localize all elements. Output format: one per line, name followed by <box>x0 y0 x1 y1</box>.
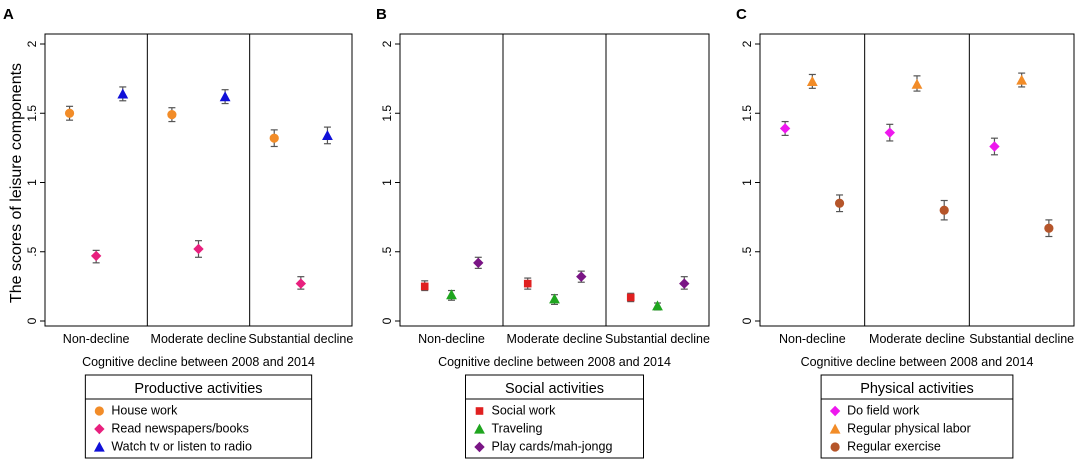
legend-label: House work <box>111 403 178 417</box>
data-point <box>1044 223 1054 233</box>
y-tick-label: 0 <box>380 317 394 324</box>
y-tick-label: 1 <box>25 179 39 186</box>
data-point <box>884 127 895 138</box>
legend-label: Regular physical labor <box>847 421 971 435</box>
legend-title: Physical activities <box>860 381 974 397</box>
panel-letter: B <box>376 6 387 23</box>
x-axis-title: Cognitive decline between 2008 and 2014 <box>801 355 1034 369</box>
y-tick-label: 0 <box>740 317 754 324</box>
data-point <box>269 133 279 143</box>
legend-marker <box>829 405 841 417</box>
legend-label: Regular exercise <box>847 439 941 453</box>
y-tick-label: 2 <box>740 40 754 47</box>
legend-marker <box>474 423 485 434</box>
y-tick-label: 2 <box>380 40 394 47</box>
data-point <box>779 123 791 134</box>
category-label: Non-decline <box>418 332 485 346</box>
x-axis-title: Cognitive decline between 2008 and 2014 <box>438 355 671 369</box>
y-tick-label: 1.5 <box>380 105 394 122</box>
legend-box <box>84 374 313 459</box>
legend-label: Social work <box>492 403 557 417</box>
category-label: Non-decline <box>63 332 130 346</box>
legend-title: Social activities <box>505 381 604 397</box>
category-label: Non-decline <box>779 332 846 346</box>
data-point <box>989 141 1000 152</box>
plot-frame <box>44 33 353 327</box>
legend-label: Traveling <box>492 421 543 435</box>
data-point <box>679 278 690 289</box>
y-tick-label: 1 <box>740 179 754 186</box>
y-axis-title: The scores of leisure components <box>8 63 25 303</box>
data-point <box>549 293 560 304</box>
panel-letter: C <box>736 6 747 23</box>
data-point <box>1016 74 1028 85</box>
legend: Physical activities Do field work Regular … <box>820 374 1014 459</box>
category-label: Moderate decline <box>151 332 247 346</box>
y-tick-label: 2 <box>25 40 39 47</box>
legend-marker <box>475 407 484 415</box>
plot-frame <box>399 33 710 327</box>
y-tick-label: .5 <box>380 246 394 256</box>
data-point <box>219 91 231 102</box>
category-label: Moderate decline <box>869 332 965 346</box>
legend-marker <box>94 423 105 435</box>
data-point <box>806 75 818 86</box>
category-label: Substantial decline <box>605 332 710 346</box>
legend-marker <box>94 406 104 416</box>
legend-marker <box>474 441 485 453</box>
y-tick-label: 1.5 <box>740 105 754 122</box>
data-point <box>626 293 635 302</box>
y-tick-label: 1 <box>380 179 394 186</box>
data-point <box>576 271 587 282</box>
legend: Social activities Social work Traveling Pla… <box>465 374 644 459</box>
data-point <box>446 289 457 300</box>
data-point <box>90 250 102 262</box>
legend-label: Do field work <box>847 403 920 417</box>
data-point <box>117 88 129 99</box>
legend-marker <box>93 441 105 452</box>
category-label: Substantial decline <box>248 332 353 346</box>
panel-letter: A <box>3 6 14 23</box>
y-tick-label: 0 <box>25 317 39 324</box>
legend-title: Productive activities <box>134 381 262 397</box>
panel-a: A 0 .5 1 1.5 2 Non-decline Moderate decline Subs… <box>3 6 353 459</box>
data-point <box>834 198 845 208</box>
legend-label: Play cards/mah-jongg <box>492 439 613 453</box>
legend-label: Read newspapers/books <box>111 421 249 435</box>
data-point <box>167 110 177 120</box>
legend: Productive activities House work Read news… <box>84 374 313 459</box>
data-point <box>322 130 333 140</box>
legend-marker <box>830 442 840 452</box>
category-label: Substantial decline <box>969 332 1074 346</box>
legend-box <box>820 374 1014 459</box>
panel-b: B 0 .5 1 1.5 2 Non-decline Moderate decline Subs… <box>376 6 710 459</box>
y-tick-label: .5 <box>25 246 39 256</box>
data-point <box>295 278 307 289</box>
data-point <box>193 243 204 255</box>
legend-box <box>465 374 644 459</box>
legend-label: Watch tv or listen to radio <box>111 439 252 453</box>
data-point <box>420 282 429 291</box>
panel-c: C 0 .5 1 1.5 2 Non-decline Moderate decline Subs… <box>736 6 1075 459</box>
category-label: Moderate decline <box>507 332 603 346</box>
data-point <box>523 279 532 288</box>
legend-marker <box>829 423 841 434</box>
data-point <box>939 205 949 215</box>
data-point <box>911 78 923 89</box>
y-tick-label: .5 <box>740 246 754 256</box>
data-point <box>473 257 484 269</box>
y-tick-label: 1.5 <box>25 105 39 122</box>
data-point <box>64 108 75 118</box>
data-point <box>652 300 663 311</box>
plot-frame <box>759 33 1075 327</box>
x-axis-title: Cognitive decline between 2008 and 2014 <box>82 355 315 369</box>
